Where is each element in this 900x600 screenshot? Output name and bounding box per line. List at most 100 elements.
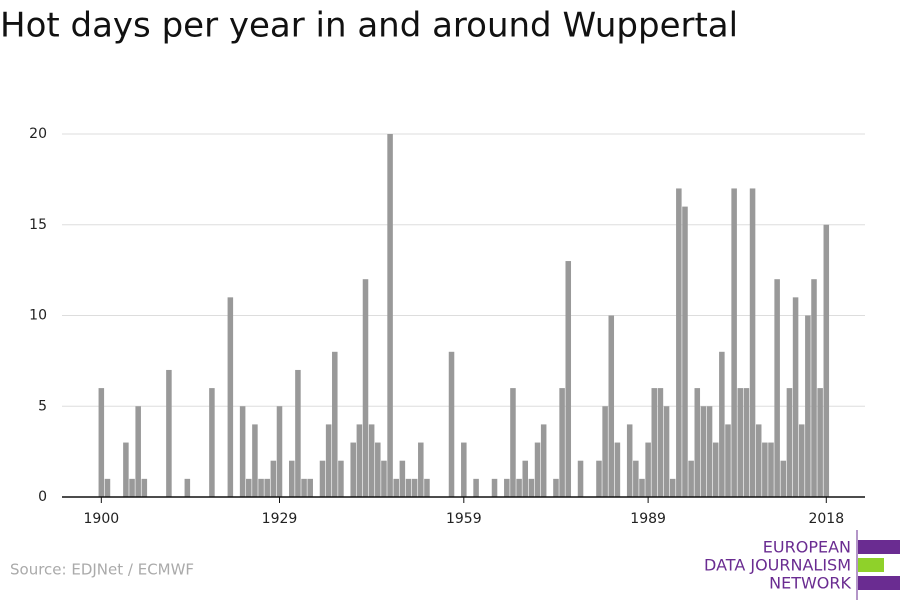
bar — [639, 478, 645, 497]
bar — [626, 424, 633, 497]
bar — [184, 478, 191, 497]
bar — [768, 442, 774, 497]
bar — [393, 478, 399, 497]
bar — [98, 388, 105, 497]
y-tick-label: 15 — [29, 217, 47, 233]
bar — [719, 351, 725, 497]
x-tick-label: 2018 — [808, 511, 844, 527]
y-tick-label: 20 — [29, 126, 47, 142]
bar — [504, 478, 510, 497]
bar — [540, 424, 547, 497]
bar — [657, 388, 664, 497]
bar — [356, 424, 363, 497]
bar — [596, 460, 602, 497]
bar — [534, 442, 541, 497]
bar — [786, 388, 793, 497]
bar — [798, 424, 805, 497]
bar — [516, 478, 522, 497]
bar — [264, 478, 270, 497]
bar — [602, 406, 608, 497]
bar — [166, 369, 172, 497]
x-tick-label: 1929 — [262, 511, 298, 527]
bar — [706, 406, 713, 497]
bar — [663, 406, 670, 497]
logo-text: DATA JOURNALISM — [704, 556, 851, 575]
bar — [792, 297, 799, 497]
bar — [405, 478, 412, 497]
bar — [553, 478, 559, 497]
logo-bar — [858, 576, 900, 590]
bar — [712, 442, 719, 497]
logo-bar — [858, 540, 900, 554]
bar — [289, 460, 295, 497]
bar — [295, 369, 301, 497]
y-tick-label: 0 — [38, 489, 47, 505]
logo-text: NETWORK — [769, 574, 851, 593]
bar — [448, 351, 455, 497]
bar — [614, 442, 621, 497]
bar — [780, 460, 787, 497]
bar — [411, 478, 418, 497]
logo-bar — [858, 558, 884, 572]
bar — [688, 460, 694, 497]
bar — [276, 406, 283, 497]
bar — [608, 315, 615, 497]
bar — [319, 460, 326, 497]
bar — [209, 388, 215, 497]
bar — [368, 424, 375, 497]
bar — [749, 188, 756, 497]
bar — [104, 478, 111, 497]
bar — [762, 442, 768, 497]
bar — [737, 388, 744, 497]
bar — [633, 460, 639, 497]
bar — [731, 188, 737, 497]
bar — [491, 478, 498, 497]
bar — [823, 224, 830, 497]
bar — [270, 460, 277, 497]
bar — [252, 424, 258, 497]
x-tick-label: 1900 — [84, 511, 120, 527]
bar — [381, 460, 387, 497]
source: Source: EDJNet / ECMWF — [10, 561, 194, 579]
bar — [301, 478, 307, 497]
x-tick-label: 1959 — [446, 511, 482, 527]
bar — [332, 351, 338, 497]
bar — [817, 388, 823, 497]
bar — [694, 388, 701, 497]
bar — [338, 460, 344, 497]
bar — [510, 388, 516, 497]
bar — [399, 460, 406, 497]
bar — [424, 478, 430, 497]
bar — [246, 478, 252, 497]
bar — [755, 424, 762, 497]
bar — [135, 406, 141, 497]
bar — [461, 442, 467, 497]
bar — [239, 406, 246, 497]
bar — [651, 388, 658, 497]
bar — [565, 261, 572, 497]
bar — [528, 478, 535, 497]
bar — [805, 315, 811, 497]
bar — [418, 442, 424, 497]
bar — [522, 460, 529, 497]
bar — [669, 478, 676, 497]
bar — [700, 406, 707, 497]
bar — [141, 478, 148, 497]
bar — [774, 279, 780, 497]
bar — [559, 388, 565, 497]
bar — [362, 279, 369, 497]
bar — [743, 388, 750, 497]
chart-title: Hot days per year in and around Wupperta… — [0, 6, 738, 46]
y-tick-label: 10 — [29, 308, 47, 324]
bar — [676, 188, 682, 497]
bar — [682, 206, 688, 497]
bar — [811, 279, 817, 497]
bar — [375, 442, 381, 497]
bar — [123, 442, 129, 497]
bar — [258, 478, 264, 497]
bar — [227, 297, 234, 497]
bar — [350, 442, 356, 497]
bar — [473, 478, 479, 497]
bar — [129, 478, 135, 497]
